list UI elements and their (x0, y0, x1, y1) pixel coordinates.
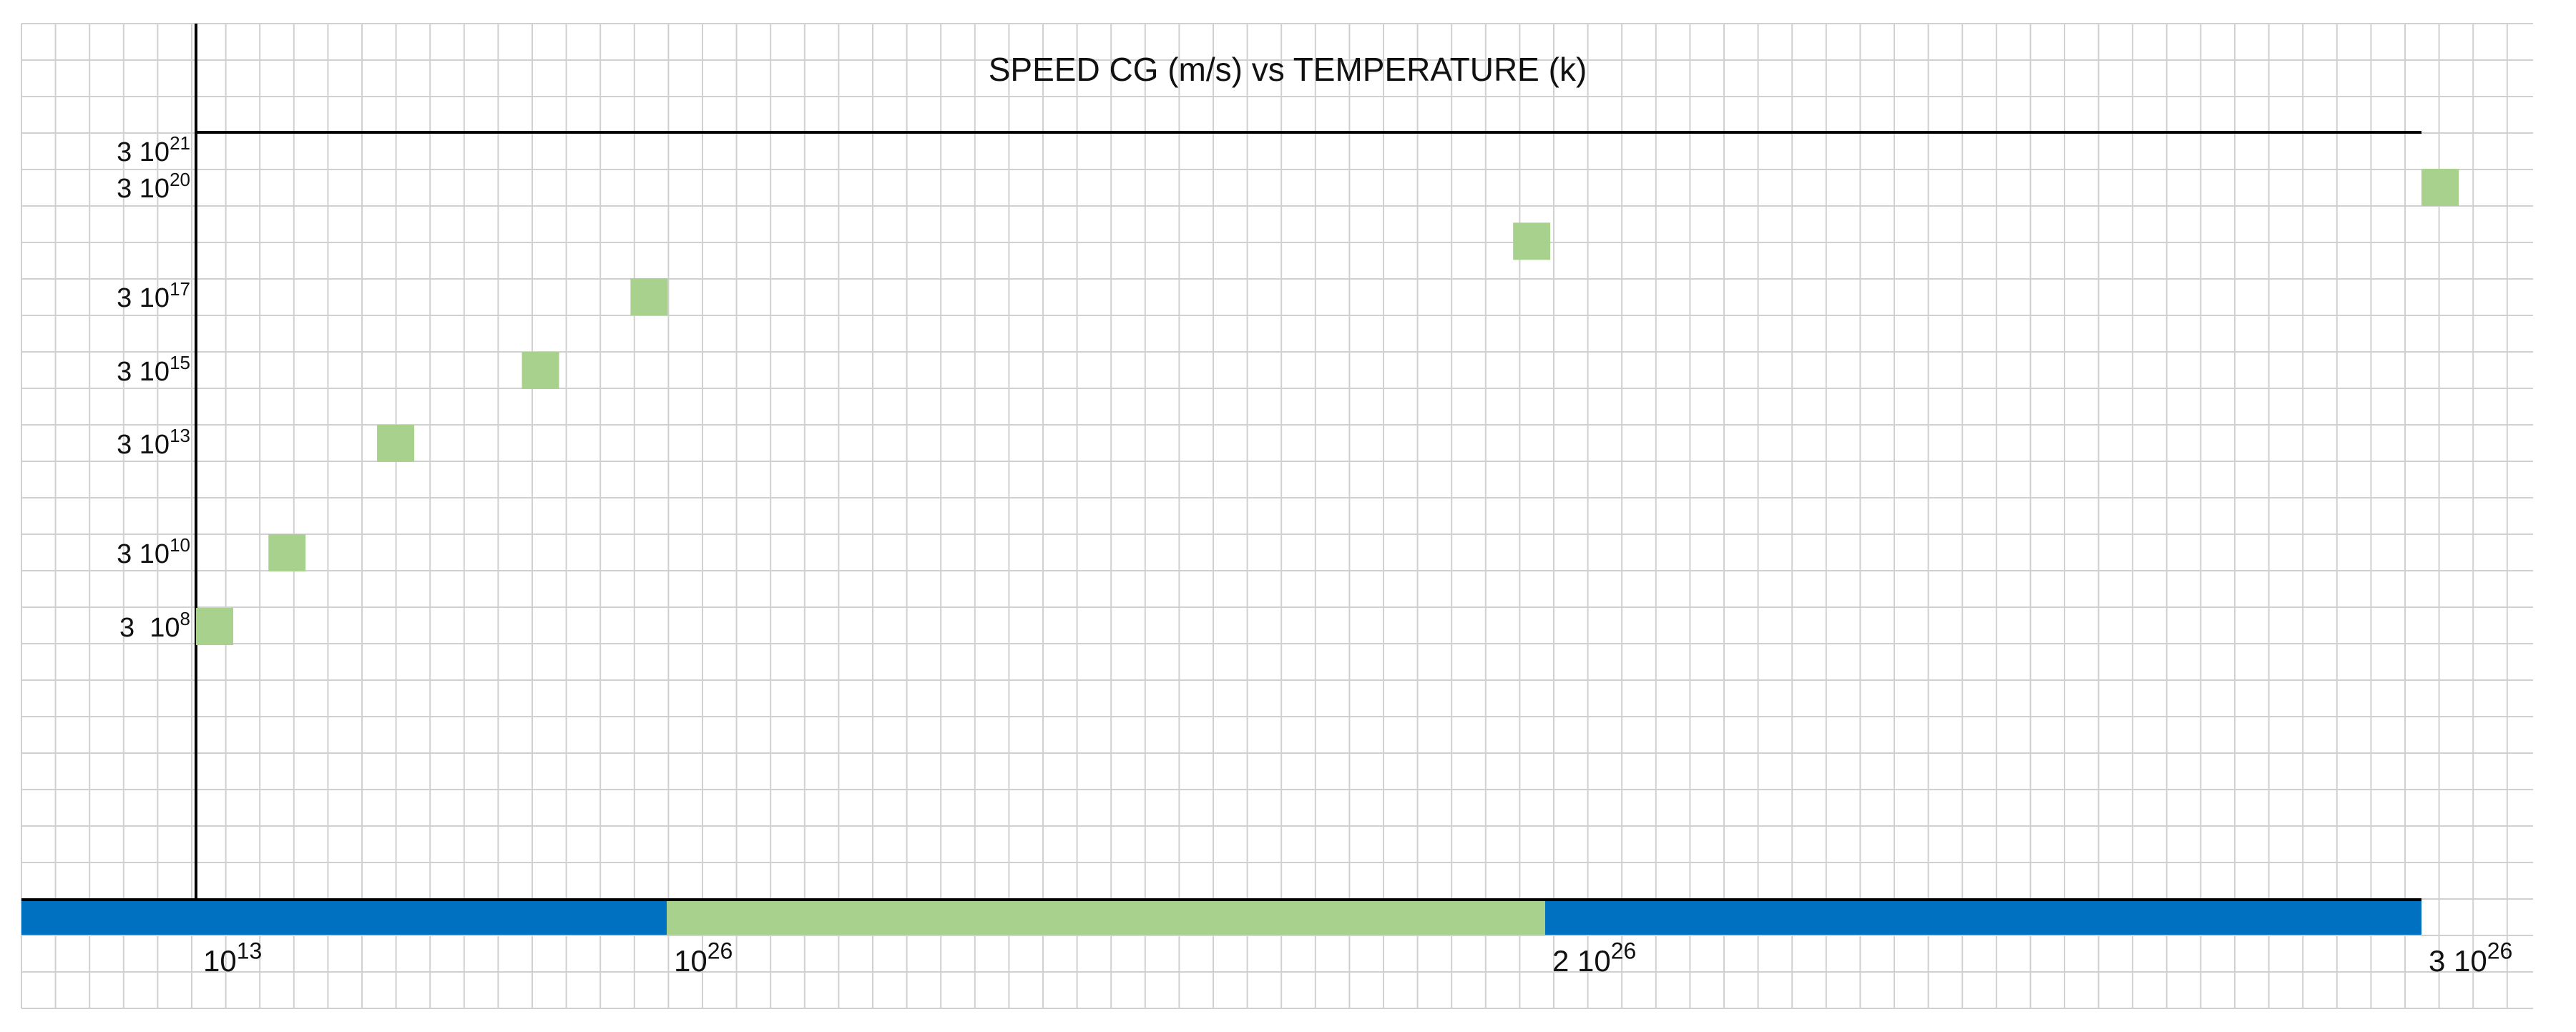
y-tick-label: 3 1020 (117, 169, 190, 204)
data-point (2421, 169, 2459, 206)
y-tick-label-mantissa: 3 10 (117, 539, 170, 569)
y-tick-label-mantissa: 3 10 (117, 137, 170, 167)
data-point (196, 608, 233, 645)
y-tick-label-exponent: 15 (170, 352, 190, 373)
y-tick-label: 3 1015 (117, 352, 190, 387)
x-tick-label-mantissa: 10 (674, 944, 707, 978)
y-tick-label-mantissa: 3 10 (117, 283, 170, 313)
x-range-band (667, 900, 1545, 935)
data-point (268, 534, 306, 571)
data-point (630, 278, 668, 315)
x-tick-label-exponent: 13 (237, 938, 263, 963)
y-tick-label-exponent: 17 (170, 278, 190, 300)
x-tick-label-exponent: 26 (2487, 938, 2513, 963)
y-tick-label-exponent: 21 (170, 132, 190, 154)
x-tick-label: 1013 (203, 938, 262, 978)
x-tick-label: 2 1026 (1552, 938, 1636, 978)
x-tick-label: 3 1026 (2429, 938, 2512, 978)
y-tick-label: 3 1017 (117, 278, 190, 313)
y-tick-label-exponent: 13 (170, 425, 190, 446)
y-tick-label-mantissa: 3 10 (117, 430, 170, 460)
x-range-bands (21, 900, 2421, 935)
x-tick-labels: 1013 1026 2 1026 3 1026 (203, 938, 2512, 978)
x-tick-label-mantissa: 2 10 (1552, 944, 1611, 978)
x-tick-label-exponent: 26 (1611, 938, 1637, 963)
x-range-band (1545, 900, 2421, 935)
x-tick-label-mantissa: 3 10 (2429, 944, 2487, 978)
axes (21, 24, 2421, 901)
y-tick-label: 3 1013 (117, 425, 190, 460)
y-tick-label-mantissa: 3 10 (119, 613, 180, 643)
y-tick-label-mantissa: 3 10 (117, 174, 170, 204)
data-point (521, 352, 559, 389)
y-tick-label-exponent: 20 (170, 169, 190, 190)
x-tick-label-exponent: 26 (707, 938, 733, 963)
grid (21, 23, 2533, 1009)
x-tick-label: 1026 (674, 938, 733, 978)
data-point (1513, 222, 1551, 260)
x-tick-label-mantissa: 10 (203, 944, 237, 978)
data-point (377, 425, 415, 462)
data-points (196, 169, 2459, 645)
y-tick-label: 3 1010 (117, 534, 190, 569)
y-tick-label-exponent: 8 (180, 608, 190, 629)
x-range-band (21, 900, 667, 935)
y-tick-label-mantissa: 3 10 (117, 357, 170, 387)
y-tick-label-exponent: 10 (170, 534, 190, 556)
y-tick-label: 3 1021 (117, 132, 190, 167)
chart-title: SPEED CG (m/s) vs TEMPERATURE (k) (989, 51, 1587, 88)
y-tick-label: 3 108 (119, 608, 190, 643)
